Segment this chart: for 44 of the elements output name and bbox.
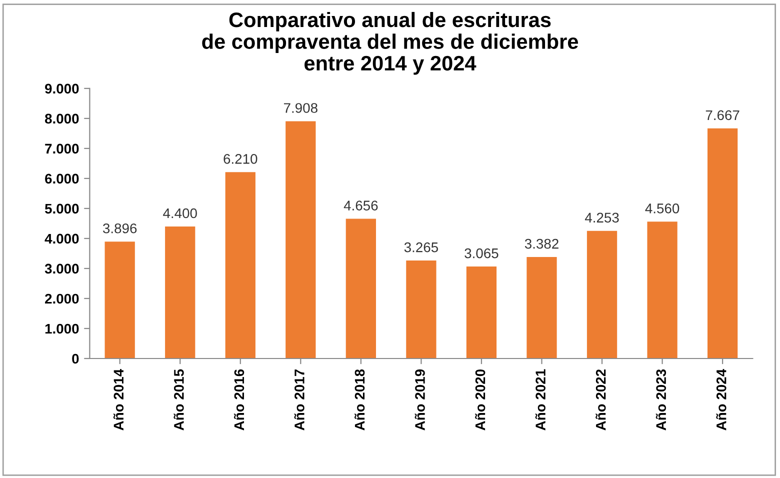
y-tick-label: 6.000 [45,174,79,184]
x-tick-label: Año 2018 [354,369,365,430]
data-label: 6.210 [224,154,258,164]
data-label: 4.400 [163,208,197,218]
bar [526,257,557,358]
bar [406,260,436,358]
x-tick-label: Año 2019 [414,369,425,430]
x-tick-label: Año 2015 [174,369,184,430]
x-tick-label: Año 2023 [656,369,666,430]
chart-title: Comparativo anual de escrituras de compraventa del mes de diciembre entre 2014 y 2024 [202,12,578,75]
x-tick-label: Año 2020 [475,369,486,430]
y-tick-label: 7.000 [45,144,79,154]
y-tick-label: 3.000 [44,264,79,274]
x-tick-label: Año 2017 [294,370,304,430]
x-tick-label: Año 2024 [716,368,726,430]
y-tick-label: 5.000 [44,204,79,214]
y-tick-label: 4.000 [44,234,79,244]
data-label: 3.065 [464,248,498,258]
data-label: 4.560 [645,204,680,214]
y-tick-label: 1.000 [45,324,79,334]
y-tick-label: 2.000 [45,294,79,304]
bar [586,230,618,358]
bar [165,226,196,358]
bar [104,242,135,358]
bar [647,222,678,358]
x-tick-label: Año 2021 [535,369,546,430]
bar [346,218,376,358]
y-tick-label: 8.000 [44,114,79,124]
data-label: 3.896 [102,223,137,234]
y-tick-label: 0 [72,354,79,364]
bar [707,128,738,358]
bar [466,266,497,358]
x-tick-label: Año 2014 [113,368,124,430]
x-tick-label: Año 2022 [596,369,606,430]
bar [286,121,316,358]
data-label: 4.253 [584,212,619,223]
y-tick-label: 9.000 [45,84,79,94]
data-label: 3.265 [404,242,438,252]
data-label: 7.908 [284,103,318,113]
x-tick-label: Año 2016 [234,369,244,430]
bar [225,172,256,358]
data-label: 3.382 [524,238,558,249]
data-label: 7.667 [706,110,740,120]
data-label: 4.656 [344,200,378,210]
